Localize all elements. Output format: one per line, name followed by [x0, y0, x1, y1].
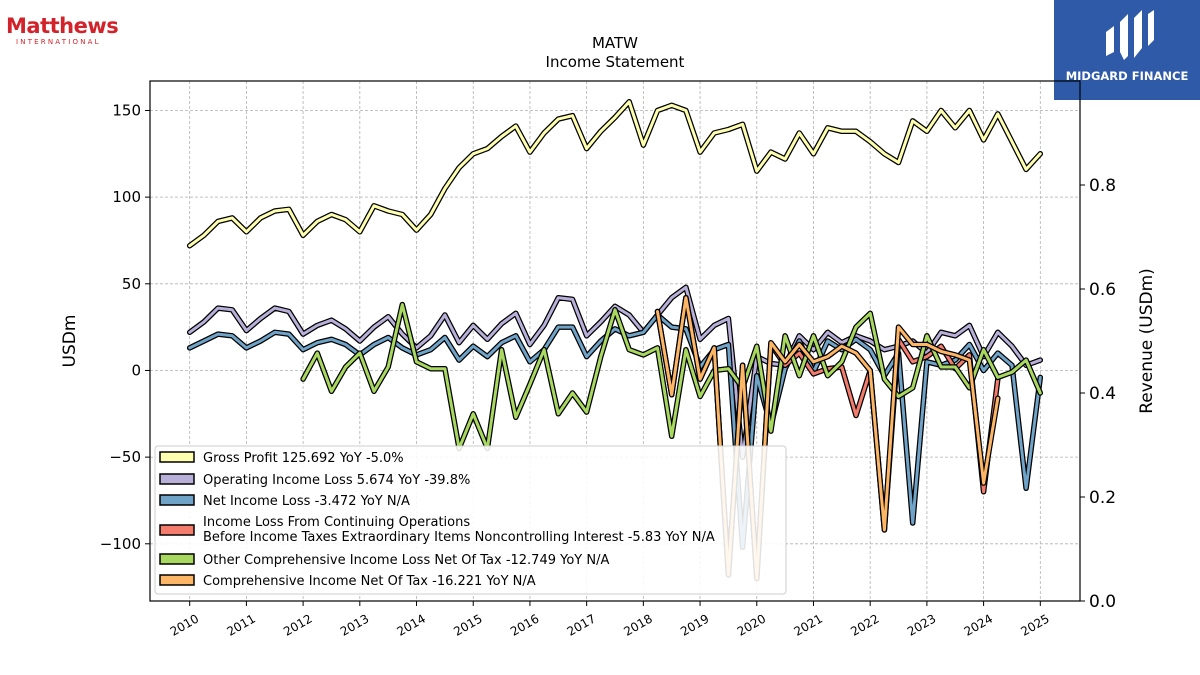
x-tick-label: 2025	[1018, 611, 1051, 638]
series-line-5	[656, 296, 1000, 580]
legend-label-2: Net Income Loss -3.472 YoY N/A	[203, 494, 410, 509]
legend-swatch-5	[159, 574, 195, 586]
x-tick-label: 2010	[168, 611, 201, 638]
y-tick-label: −100	[100, 535, 141, 553]
legend-swatch-0	[159, 451, 195, 463]
legend: Gross Profit 125.692 YoY -5.0% Operating …	[154, 445, 787, 595]
y-axis-label: USDm	[60, 315, 80, 368]
y-right-tick-label: 0.0	[1089, 592, 1116, 612]
legend-label-line: Before Income Taxes Extraordinary Items …	[203, 530, 715, 545]
axes-frame	[149, 80, 1081, 602]
matthews-logo: Matthews INTERNATIONAL	[6, 14, 119, 54]
y-right-tick-label: 0.4	[1089, 384, 1116, 404]
y-right-axis-label: Revenue (USDm)	[1137, 268, 1157, 414]
legend-label-1: Operating Income Loss 5.674 YoY -39.8%	[203, 473, 470, 488]
midgard-logo-label: MIDGARD FINANCE	[1065, 69, 1189, 83]
legend-label-4: Other Comprehensive Income Loss Net Of T…	[203, 553, 609, 568]
series-line-0	[188, 100, 1042, 248]
legend-label-0: Gross Profit 125.692 YoY -5.0%	[203, 451, 404, 466]
x-tick-label: 2020	[735, 611, 768, 638]
y-right-tick-label: 0.8	[1089, 176, 1116, 196]
x-tick-label: 2017	[565, 611, 598, 638]
x-tick-label: 2011	[224, 611, 257, 638]
y-tick-label: 150	[112, 101, 141, 119]
legend-label-line: Income Loss From Continuing Operations	[203, 515, 470, 530]
legend-swatch-1	[159, 473, 195, 485]
legend-box	[154, 445, 787, 595]
y-right-tick-label: 0.2	[1089, 488, 1116, 508]
legend-swatch-2	[159, 494, 195, 506]
x-tick-label: 2012	[281, 611, 314, 638]
legend-label-3: Income Loss From Continuing Operations Be…	[203, 515, 715, 545]
y-right-tick-label: 0.6	[1089, 280, 1116, 300]
x-tick-label: 2018	[621, 611, 654, 638]
y-tick-label: −50	[109, 448, 141, 466]
x-tick-label: 2021	[792, 611, 825, 638]
chart-title: MATW	[592, 34, 638, 52]
x-tick-label: 2013	[338, 611, 371, 638]
midgard-emblem-icon	[1106, 10, 1154, 60]
x-tick-label: 2014	[395, 611, 428, 638]
matthews-logo-name: Matthews	[6, 14, 119, 38]
x-tick-label: 2015	[451, 611, 484, 638]
x-tick-label: 2022	[848, 611, 881, 638]
series-lines	[186, 99, 1044, 582]
midgard-finance-logo: MIDGARD FINANCE	[1054, 0, 1200, 100]
legend-label-5: Comprehensive Income Net Of Tax -16.221 …	[203, 574, 536, 589]
matthews-logo-subtitle: INTERNATIONAL	[16, 38, 101, 46]
legend-swatch-4	[159, 553, 195, 565]
x-tick-label: 2023	[905, 611, 938, 638]
y-tick-label: 0	[131, 361, 141, 379]
chart-subtitle: Income Statement	[546, 53, 685, 71]
x-tick-label: 2019	[678, 611, 711, 638]
x-tick-label: 2016	[508, 611, 541, 638]
y-tick-label: 100	[112, 188, 141, 206]
y-tick-label: 50	[122, 275, 141, 293]
series-line-4	[301, 303, 1042, 450]
legend-swatch-3	[159, 524, 195, 536]
x-tick-label: 2024	[962, 611, 995, 638]
